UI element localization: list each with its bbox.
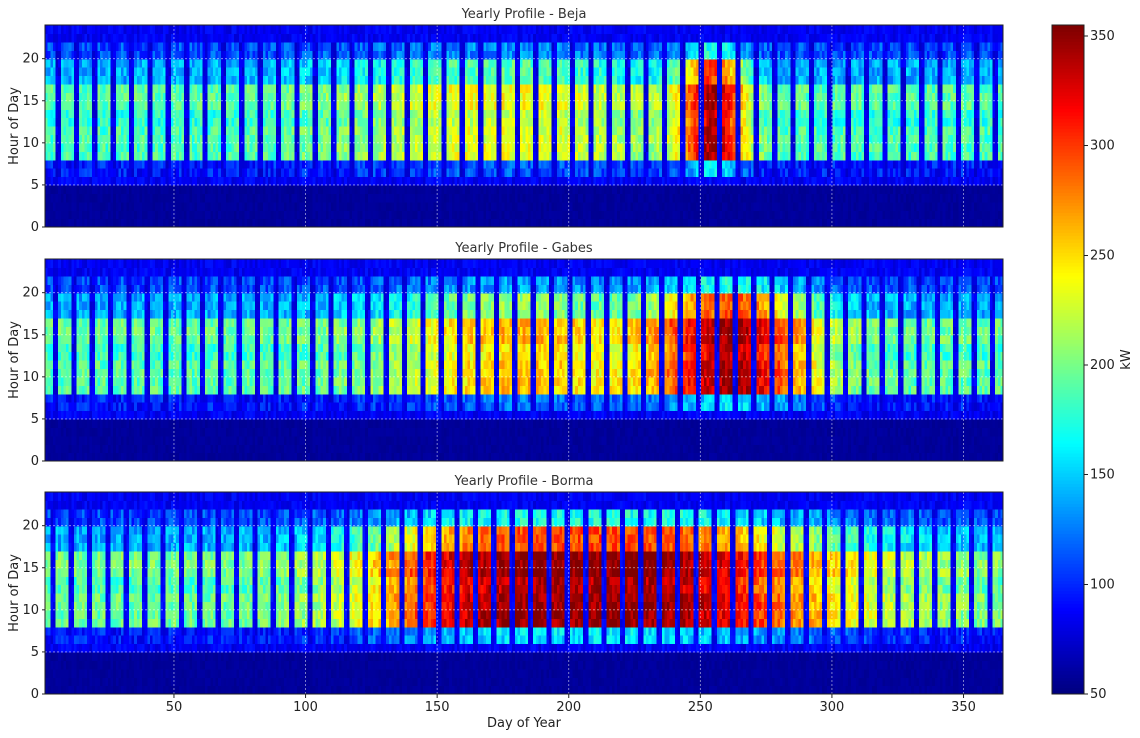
- heatmap-figure: 05101520Yearly Profile - BejaHour of Day…: [0, 0, 1140, 738]
- heatmap-cells: [45, 25, 1004, 228]
- figure: 0 5 10 15 20 Yearly Profile - Beja Hour of Day…: [0, 0, 1140, 738]
